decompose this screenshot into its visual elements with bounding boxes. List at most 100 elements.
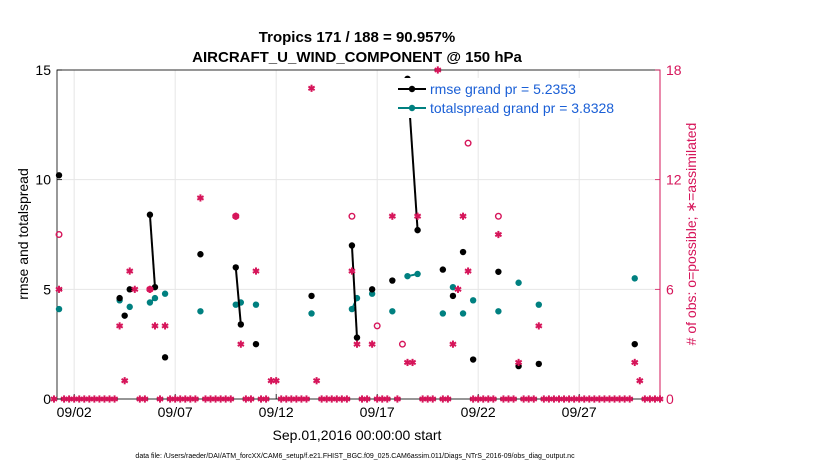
totalspread-point [631, 275, 638, 282]
obs-assimilated-stroke [514, 359, 523, 366]
rmse-point [197, 251, 204, 258]
obs-assimilated-stroke [434, 67, 442, 73]
obs-assimilated-marker [247, 395, 255, 403]
obs-assimilated-stroke [413, 213, 422, 219]
rmse-line [234, 267, 242, 325]
obs-assimilated-marker [413, 212, 422, 220]
rmse-point [232, 264, 239, 271]
totalspread-point [439, 310, 447, 317]
y-right-tick-label: 0 [666, 391, 674, 407]
data-series [50, 66, 664, 403]
obs-assimilated-stroke [237, 341, 245, 347]
obs-assimilated-stroke [131, 286, 139, 292]
rmse-point [439, 266, 447, 273]
obs-assimilated-stroke [388, 213, 396, 219]
rmse-point [126, 286, 133, 293]
x-tick-label: 09/27 [562, 404, 597, 420]
totalspread-point [348, 305, 356, 313]
obs-assimilated-marker [626, 395, 634, 403]
obs-assimilated-marker [353, 340, 361, 348]
obs-assimilated-marker [161, 322, 169, 330]
obs-assimilated-marker [535, 322, 543, 330]
obs-assimilated-marker [191, 395, 199, 403]
obs-assimilated-marker [530, 395, 538, 403]
obs-assimilated-stroke [262, 396, 270, 402]
obs-assimilated-stroke [55, 286, 63, 292]
obs-assimilated-stroke [126, 268, 134, 274]
totalspread-point [404, 272, 411, 280]
obs-assimilated-marker [408, 358, 417, 367]
obs-assimilated-stroke [631, 359, 639, 366]
legend-rmse-marker [408, 85, 416, 93]
y-left-tick-label: 5 [43, 281, 51, 297]
obs-assimilated-marker [368, 340, 376, 348]
rmse-point [469, 356, 477, 363]
obs-assimilated-stroke [252, 268, 260, 274]
obs-assimilated-marker [50, 395, 58, 403]
obs-possible-marker [146, 285, 154, 293]
rmse-point [389, 277, 396, 284]
y-right-tick-label: 18 [666, 62, 682, 78]
obs-assimilated-marker [121, 377, 129, 385]
chart-subtitle: AIRCRAFT_U_WIND_COMPONENT @ 150 hPa [192, 49, 522, 66]
obs-assimilated-stroke [121, 378, 129, 384]
rmse-point [353, 334, 361, 341]
rmse-point [449, 292, 457, 300]
obs-assimilated-stroke [343, 396, 351, 402]
obs-possible-marker [55, 230, 63, 238]
rmse-point [151, 283, 159, 291]
obs-assimilated-stroke [191, 396, 199, 402]
obs-assimilated-stroke [489, 396, 497, 402]
rmse-point [535, 360, 542, 368]
data-file-footnote: data file: /Users/raeder/DAI/ATM_forcXX/… [135, 453, 575, 460]
legend: rmse grand pr = 5.2353 totalspread grand… [395, 78, 614, 118]
obs-assimilated-stroke [444, 396, 452, 402]
legend-rmse-label: rmse grand pr = 5.2353 [430, 81, 576, 97]
obs-assimilated-stroke [636, 378, 644, 384]
rmse-point [55, 172, 63, 179]
plot-area-frame [56, 69, 661, 400]
totalspread-point [252, 301, 260, 308]
obs-assimilated-stroke [383, 396, 391, 402]
x-tick-label: 09/17 [360, 404, 395, 420]
obs-assimilated-marker [343, 395, 351, 403]
obs-possible-marker [373, 322, 381, 330]
totalspread-point [151, 294, 159, 302]
rmse-point [368, 286, 376, 293]
x-tick-label: 09/07 [158, 404, 193, 420]
obs-assimilated-marker [237, 340, 245, 348]
obs-assimilated-marker [509, 395, 518, 403]
obs-assimilated-marker [449, 340, 457, 348]
obs-assimilated-stroke [116, 323, 124, 329]
obs-assimilated-marker [388, 212, 396, 220]
obs-assimilated-marker [116, 322, 124, 330]
obs-possible-marker [494, 212, 502, 220]
obs-assimilated-marker [464, 267, 472, 275]
y-right-tick-label: 6 [666, 281, 674, 297]
obs-assimilated-stroke [449, 341, 457, 347]
obs-assimilated-marker [434, 66, 442, 74]
totalspread-point [449, 283, 457, 291]
totalspread-point [535, 301, 542, 308]
obs-assimilated-marker [262, 395, 270, 403]
rmse-point [348, 242, 356, 249]
obs-assimilated-stroke [312, 378, 321, 384]
obs-assimilated-marker [272, 377, 280, 385]
obs-assimilated-stroke [272, 378, 280, 384]
rmse-point [631, 340, 638, 348]
obs-assimilated-stroke [429, 396, 437, 402]
rmse-point [495, 268, 502, 275]
obs-assimilated-stroke [141, 396, 149, 402]
chart-title: Tropics 171 / 188 = 90.957% [259, 29, 455, 46]
totalspread-point [55, 305, 63, 313]
obs-assimilated-marker [141, 395, 149, 403]
obs-assimilated-marker [312, 377, 321, 385]
totalspread-point [469, 297, 477, 304]
obs-assimilated-stroke [353, 341, 361, 347]
totalspread-point [389, 308, 396, 315]
rmse-point [161, 354, 169, 361]
obs-assimilated-marker [126, 267, 134, 275]
obs-assimilated-marker [494, 230, 503, 239]
obs-assimilated-stroke [535, 323, 543, 329]
